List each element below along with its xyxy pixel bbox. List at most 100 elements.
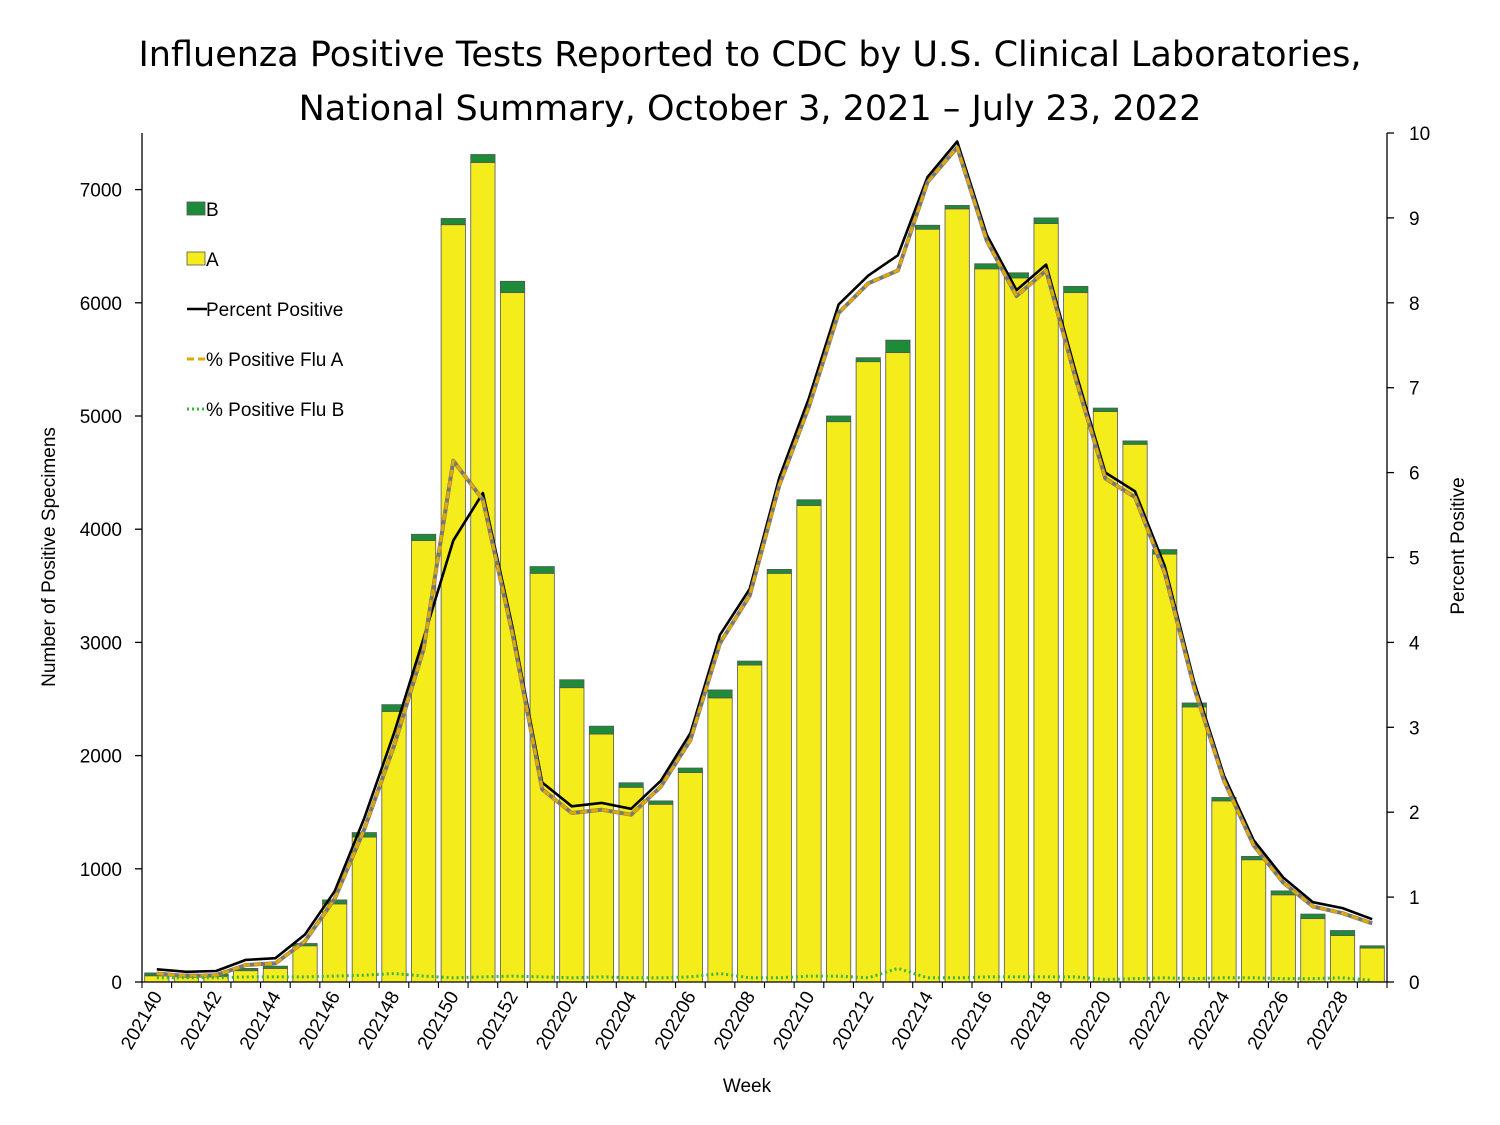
y2-tick-label: 2 (1409, 803, 1420, 824)
y2-tick-label: 0 (1409, 973, 1420, 994)
bar-b-202223 (1181, 702, 1207, 708)
y-tick-label: 6000 (80, 294, 122, 315)
legend-swatch-1 (186, 251, 206, 266)
bar-b-202202 (559, 679, 585, 689)
bar-b-202207 (707, 689, 733, 699)
x-axis-title: Week (723, 1076, 772, 1097)
bar-a-202209 (766, 572, 792, 983)
y-tick-label: 5000 (80, 407, 122, 428)
bar-a-202207 (707, 697, 733, 983)
y-tick-label: 1000 (80, 860, 122, 881)
bar-a-202225 (1241, 859, 1267, 983)
bar-a-202223 (1181, 706, 1207, 983)
series-line-2 (156, 966, 1373, 982)
x-tick-label: 202144 (236, 988, 286, 1054)
y2-tick-label: 4 (1409, 633, 1420, 654)
bar-a-202220 (1092, 411, 1118, 983)
bar-b-202204 (618, 782, 644, 788)
bar-a-202144 (262, 968, 288, 983)
bar-b-202211 (826, 415, 852, 423)
bar-a-202226 (1270, 894, 1296, 983)
bar-a-202147 (351, 836, 377, 983)
x-tick-label: 202220 (1066, 988, 1116, 1053)
bar-b-202149 (411, 533, 437, 541)
x-tick-label: 202214 (888, 988, 938, 1054)
bar-a-202211 (826, 421, 852, 983)
series-line-1 (156, 145, 1373, 978)
bar-b-202216 (974, 263, 1000, 270)
bar-b-202152 (499, 280, 526, 294)
bar-a-202205 (648, 803, 674, 983)
bar-b-202219 (1063, 285, 1089, 294)
bar-a-202206 (677, 772, 703, 983)
y-tick-label: 4000 (80, 520, 122, 541)
bar-a-202214 (914, 228, 941, 983)
bar-b-202227 (1300, 913, 1326, 920)
bar-b-202221 (1122, 440, 1148, 445)
bar-b-202220 (1092, 407, 1118, 412)
y2-tick-label: 9 (1409, 209, 1420, 230)
x-tick-label: 202152 (473, 988, 523, 1053)
line-series-group (156, 140, 1373, 982)
bar-a-202203 (588, 733, 615, 983)
bar-a-202204 (618, 786, 644, 983)
y2-tick-label: 8 (1409, 294, 1420, 315)
y-tick-label: 7000 (80, 181, 122, 202)
bar-b-202201 (529, 566, 555, 574)
bar-b-202213 (885, 339, 911, 354)
x-tick-label: 202226 (1244, 988, 1294, 1053)
x-tick-label: 202206 (651, 988, 701, 1053)
y2-tick-label: 5 (1409, 549, 1420, 570)
x-tick-label: 202210 (769, 988, 819, 1053)
bar-a-202146 (322, 903, 348, 983)
bar-b-202214 (914, 224, 941, 230)
bar-a-202217 (1003, 277, 1030, 983)
bar-b-202205 (648, 800, 674, 805)
x-tick-label: 202208 (710, 988, 760, 1053)
x-tick-label: 202142 (177, 988, 227, 1053)
x-tick-label: 202218 (1007, 988, 1057, 1053)
bar-a-202216 (974, 268, 1000, 983)
bar-b-202203 (588, 725, 615, 735)
bar-a-202213 (885, 352, 911, 983)
bar-b-202229 (1359, 945, 1385, 949)
chart-title-line1: Influenza Positive Tests Reported to CDC… (138, 35, 1362, 75)
bar-a-202218 (1033, 223, 1059, 983)
x-tick-label: 202212 (829, 988, 879, 1053)
bar-b-202228 (1329, 930, 1356, 936)
y-tick-label: 3000 (80, 633, 122, 654)
y2-tick-label: 7 (1409, 379, 1420, 400)
bar-a-202150 (440, 224, 466, 983)
bar-b-202222 (1152, 549, 1178, 555)
bar-a-202219 (1063, 292, 1089, 983)
bar-b-202144 (262, 965, 288, 969)
bar-b-202212 (855, 357, 881, 363)
bar-b-202218 (1033, 217, 1059, 224)
bar-a-202151 (470, 162, 496, 983)
y2-axis-title: Percent Positive (1448, 477, 1469, 614)
bar-a-202222 (1152, 553, 1178, 983)
x-tick-label: 202204 (592, 988, 642, 1054)
x-tick-label: 202216 (947, 988, 997, 1053)
legend-swatch-0 (186, 201, 206, 216)
bar-a-202202 (559, 687, 585, 983)
chart-title: Influenza Positive Tests Reported to CDC… (0, 28, 1500, 136)
x-tick-label: 202146 (295, 988, 345, 1053)
legend-label-4: % Positive Flu B (206, 400, 344, 421)
x-tick-label: 202228 (1303, 988, 1353, 1053)
bar-b-202210 (796, 499, 822, 506)
y2-tick-label: 1 (1409, 888, 1420, 909)
chart-title-line2: National Summary, October 3, 2021 – July… (298, 89, 1202, 129)
bar-b-202150 (440, 218, 466, 226)
y2-tick-label: 6 (1409, 464, 1420, 485)
bar-a-202224 (1211, 800, 1237, 983)
bar-b-202151 (470, 154, 496, 163)
bar-a-202228 (1329, 935, 1356, 983)
x-tick-label: 202150 (414, 988, 464, 1053)
x-tick-label: 202148 (354, 988, 404, 1053)
bar-a-202208 (737, 664, 763, 983)
bar-series-group (144, 154, 1385, 983)
bar-a-202215 (944, 208, 970, 983)
bar-a-202229 (1359, 947, 1385, 983)
